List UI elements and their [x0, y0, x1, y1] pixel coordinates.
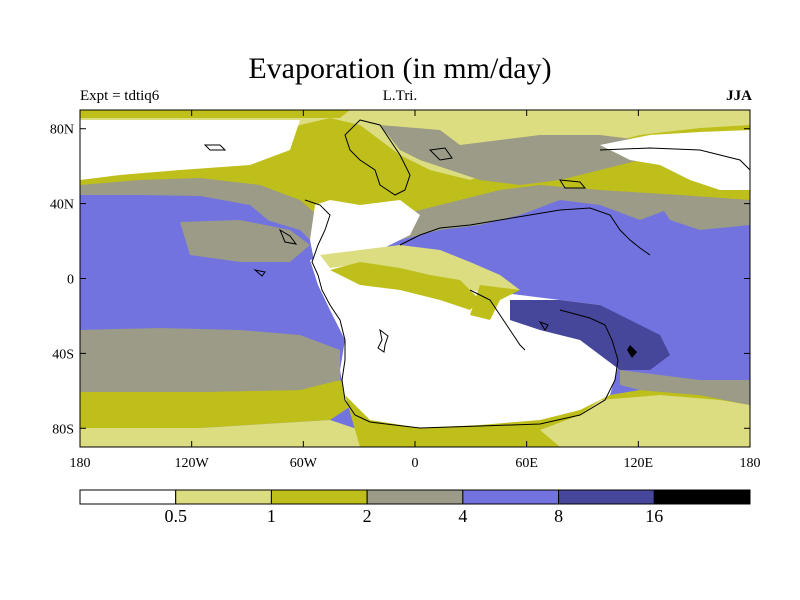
field-olive-band-2 [470, 285, 520, 320]
x-tick-label: 180 [740, 456, 761, 471]
x-tick-label: 0 [412, 456, 419, 471]
colorbar-swatch [366, 489, 464, 505]
y-tick-label: 0 [67, 273, 74, 288]
field-north-edge [80, 110, 350, 118]
field-south-east-grey [620, 370, 750, 405]
colorbar-swatch [175, 489, 272, 505]
map-field [80, 110, 750, 447]
colorbar-swatch [653, 489, 751, 505]
coast-island-north [203, 144, 227, 151]
y-axis: 80N 40N 0 40S 80S [50, 123, 750, 437]
y-tick-label: 80N [50, 123, 74, 138]
field-light-band-1 [320, 245, 520, 292]
colorbar-label: 1 [267, 506, 276, 526]
y-tick-label: 80S [52, 422, 74, 437]
experiment-label: Expt = tdtiq6 [80, 88, 160, 104]
field-black-spot [627, 345, 637, 358]
colorbar-label: 2 [363, 506, 372, 526]
map-title: Evaporation (in mm/day) [248, 52, 552, 85]
coast-peninsula [469, 289, 526, 351]
coast-islet-2 [538, 321, 549, 331]
field-east-grey [660, 200, 750, 230]
coast-west-continent [304, 199, 619, 429]
season-label: JJA [726, 88, 752, 104]
colorbar-label: 4 [458, 506, 467, 526]
x-axis: 180 120W 60W 0 60E 120E 180 [70, 110, 761, 471]
colorbar-swatch [79, 489, 177, 505]
field-olive-band-1 [330, 262, 480, 310]
grid-label: L.Tri. [382, 88, 418, 104]
colorbar-label: 16 [645, 506, 663, 526]
field-white-north-atlantic [310, 200, 420, 270]
y-tick-label: 40S [52, 347, 74, 362]
x-tick-label: 180 [70, 456, 91, 471]
coastlines [203, 119, 750, 429]
x-tick-label: 60E [515, 456, 538, 471]
coast-north-continent [399, 207, 651, 256]
coast-islet-1 [253, 269, 266, 277]
colorbar-swatch [270, 489, 368, 505]
colorbar-label: 8 [554, 506, 563, 526]
colorbar-label: 0.5 [164, 506, 187, 526]
field-eurasia-grey [380, 125, 660, 185]
field-west-grey-north [180, 220, 310, 262]
x-tick-label: 120E [624, 456, 654, 471]
coast-island-west [278, 228, 298, 245]
field-equator-blue [80, 262, 330, 305]
field-north-white-west [80, 120, 300, 180]
x-tick-label: 60W [290, 456, 318, 471]
field-south-grey [80, 328, 340, 392]
y-tick-label: 40N [50, 198, 74, 213]
field-north-white-east [600, 130, 750, 190]
field-south-olive [80, 380, 360, 428]
colorbar: 0.5 1 2 4 8 16 [79, 489, 751, 526]
coast-island-east [559, 179, 587, 189]
coast-island-south [377, 328, 389, 353]
field-white-south-atlantic [310, 255, 620, 430]
field-south-light [80, 420, 360, 447]
coast-island-ne [428, 147, 453, 161]
coast-north-east [599, 147, 750, 171]
colorbar-swatch [558, 489, 655, 505]
x-tick-label: 120W [175, 456, 210, 471]
colorbar-swatch [462, 489, 560, 505]
coast-greenland [344, 119, 411, 196]
